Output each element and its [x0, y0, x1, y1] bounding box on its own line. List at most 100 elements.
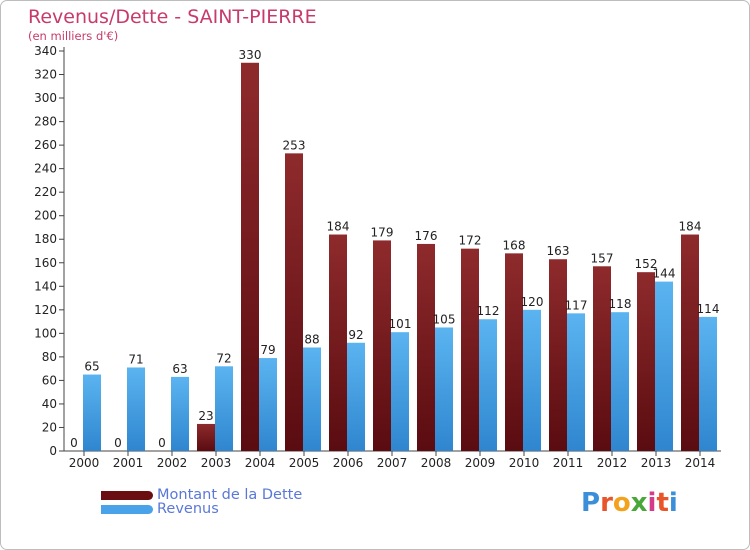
- data-label-revenus: 120: [521, 295, 544, 309]
- y-tick-label: 100: [34, 326, 57, 340]
- legend-label-dette: Montant de la Dette: [157, 487, 303, 503]
- bar-revenus: [611, 312, 629, 451]
- data-label-dette: 253: [283, 138, 306, 152]
- chart-subtitle: (en milliers d'€): [28, 29, 119, 43]
- bar-dette: [241, 62, 259, 451]
- y-tick-label: 300: [34, 91, 57, 105]
- legend-item-revenus: Revenus: [101, 501, 219, 517]
- data-label-revenus: 117: [565, 298, 588, 312]
- y-tick-label: 20: [42, 420, 57, 434]
- bar-dette: [417, 243, 435, 451]
- y-tick-label: 180: [34, 232, 57, 246]
- x-tick-label: 2014: [685, 456, 716, 470]
- bar-revenus: [567, 313, 585, 451]
- data-label-revenus: 118: [609, 297, 632, 311]
- y-tick-label: 0: [49, 444, 57, 458]
- data-label-revenus: 105: [433, 312, 456, 326]
- data-label-dette: 179: [371, 225, 394, 239]
- data-label-revenus: 92: [348, 328, 363, 342]
- x-tick-label: 2002: [157, 456, 188, 470]
- bar-revenus: [479, 319, 497, 451]
- chart-bars: [83, 62, 717, 451]
- x-tick-label: 2003: [201, 456, 232, 470]
- bar-dette: [197, 423, 215, 451]
- bar-revenus: [523, 309, 541, 451]
- bar-revenus: [171, 376, 189, 451]
- x-tick-label: 2007: [377, 456, 408, 470]
- proxiti-logo: Proxiti: [581, 488, 678, 518]
- data-label-revenus: 101: [389, 317, 412, 331]
- logo-letter: t: [656, 488, 669, 518]
- y-tick-label: 340: [34, 44, 57, 58]
- bar-revenus: [699, 316, 717, 451]
- chart-labels: 0 65 0 71 0 63 23 72 330 79 253 88 184 92 179 101 176 105…: [70, 48, 719, 450]
- data-label-dette: 0: [114, 436, 122, 450]
- y-tick-label: 260: [34, 138, 57, 152]
- chart-title: Revenus/Dette - SAINT-PIERRE: [28, 6, 317, 28]
- data-label-dette: 168: [503, 238, 526, 252]
- legend-label-revenus: Revenus: [157, 501, 219, 517]
- bar-dette: [505, 253, 523, 451]
- data-label-revenus: 79: [260, 343, 275, 357]
- logo-letter: P: [581, 488, 601, 518]
- bar-dette: [681, 234, 699, 451]
- y-tick-label: 320: [34, 68, 57, 82]
- bar-revenus: [83, 374, 101, 451]
- data-label-revenus: 88: [304, 332, 319, 346]
- logo-letter: i: [668, 488, 678, 518]
- x-tick-label: 2001: [113, 456, 144, 470]
- data-label-revenus: 65: [84, 360, 99, 374]
- y-tick-label: 80: [42, 350, 57, 364]
- data-label-dette: 176: [415, 229, 438, 243]
- y-tick-label: 60: [42, 373, 57, 387]
- y-tick-label: 280: [34, 115, 57, 129]
- logo-letter: r: [600, 488, 613, 518]
- data-label-dette: 0: [70, 436, 78, 450]
- bar-dette: [637, 272, 655, 451]
- data-label-dette: 184: [679, 220, 702, 234]
- bar-revenus: [303, 347, 321, 451]
- x-tick-label: 2008: [421, 456, 452, 470]
- y-tick-label: 160: [34, 256, 57, 270]
- bar-revenus: [347, 342, 365, 451]
- legend-swatch-revenus: [101, 504, 153, 514]
- y-tick-label: 40: [42, 397, 57, 411]
- x-tick-label: 2009: [465, 456, 496, 470]
- x-tick-label: 2011: [553, 456, 584, 470]
- data-label-revenus: 144: [653, 267, 676, 281]
- data-label-revenus: 71: [128, 352, 143, 366]
- bar-dette: [329, 234, 347, 451]
- x-tick-label: 2004: [245, 456, 276, 470]
- y-tick-label: 120: [34, 303, 57, 317]
- bar-dette: [373, 240, 391, 451]
- x-tick-label: 2005: [289, 456, 320, 470]
- data-label-dette: 163: [547, 244, 570, 258]
- data-label-dette: 23: [198, 409, 213, 423]
- data-label-dette: 152: [635, 257, 658, 271]
- data-label-revenus: 112: [477, 304, 500, 318]
- bar-revenus: [391, 332, 409, 451]
- logo-letter: x: [630, 488, 648, 518]
- bar-revenus: [259, 358, 277, 451]
- data-label-dette: 0: [158, 436, 166, 450]
- legend-swatch-dette: [101, 490, 153, 500]
- bar-revenus: [215, 366, 233, 451]
- x-tick-label: 2012: [597, 456, 628, 470]
- x-tick-label: 2000: [69, 456, 100, 470]
- bar-dette: [549, 259, 567, 451]
- data-label-dette: 172: [459, 234, 482, 248]
- chart-axes: 0 20 40 60 80 100 120 140 160 180 200 220 240 260 280 3…: [34, 44, 721, 470]
- bar-revenus: [127, 367, 145, 451]
- bar-revenus: [655, 281, 673, 451]
- data-label-dette: 157: [591, 251, 614, 265]
- y-tick-label: 140: [34, 279, 57, 293]
- bar-dette: [461, 248, 479, 451]
- bar-dette: [285, 153, 303, 451]
- data-label-dette: 330: [239, 48, 262, 62]
- legend-item-dette: Montant de la Dette: [101, 487, 302, 503]
- data-label-revenus: 114: [697, 302, 720, 316]
- y-tick-label: 220: [34, 185, 57, 199]
- y-tick-label: 200: [34, 209, 57, 223]
